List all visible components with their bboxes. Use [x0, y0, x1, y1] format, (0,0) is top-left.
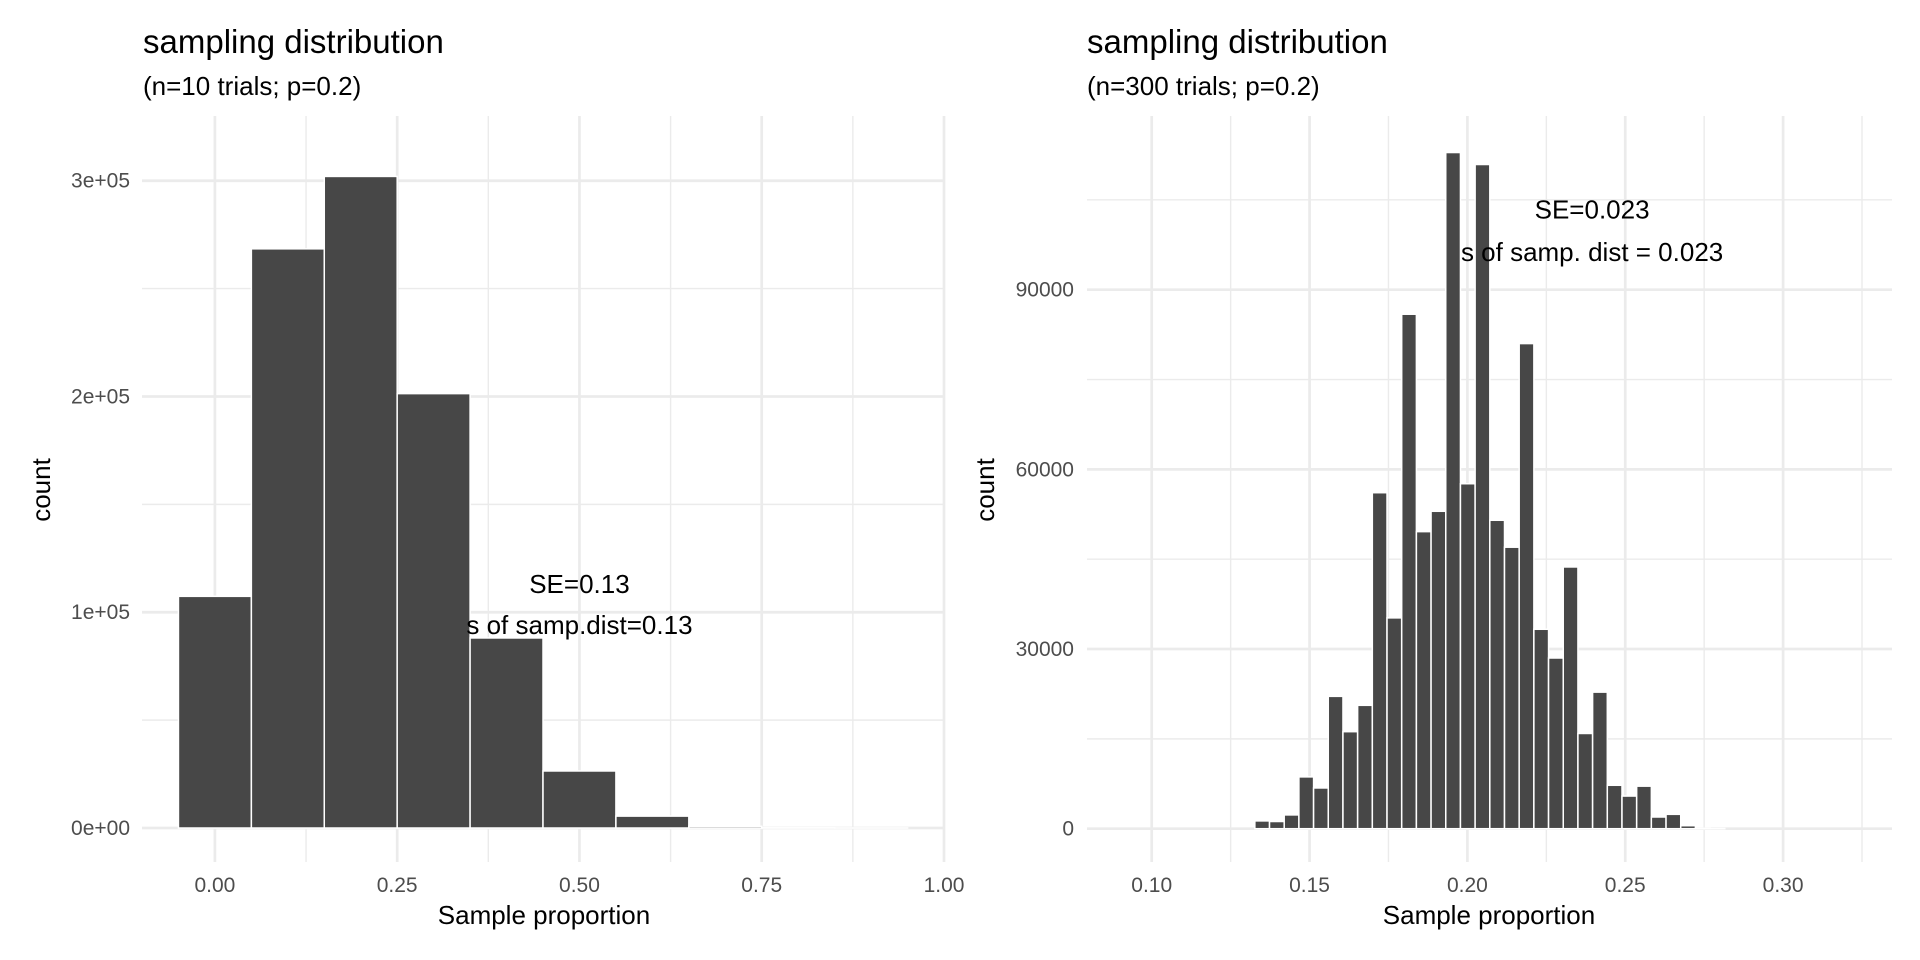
- histogram-bar: [1254, 820, 1271, 830]
- x-tick-label: 0.75: [741, 874, 782, 897]
- histogram-bar: [1489, 519, 1506, 830]
- x-tick-label: 0.00: [194, 874, 235, 897]
- x-axis-title: Sample proportion: [1383, 900, 1595, 930]
- y-tick-label: 30000: [1016, 638, 1074, 661]
- x-tick-label: 1.00: [924, 874, 965, 897]
- y-tick-label: 2e+05: [71, 385, 130, 408]
- y-axis-ticks: 0e+00 1e+05 2e+05 3e+05: [71, 170, 130, 840]
- y-axis-title: count: [26, 457, 56, 521]
- histogram-bar: [177, 595, 253, 829]
- histogram-bar: [1474, 163, 1491, 830]
- histogram-bar: [1430, 510, 1447, 830]
- x-axis-title: Sample proportion: [438, 900, 650, 930]
- histogram-bar: [1518, 342, 1535, 830]
- histogram-bar: [1312, 787, 1330, 830]
- histogram-bar: [1356, 704, 1374, 830]
- x-tick-label: 0.25: [1605, 874, 1646, 897]
- chart-title: sampling distribution: [1087, 23, 1388, 60]
- histogram-bar: [688, 825, 763, 829]
- histogram-bar: [396, 392, 471, 829]
- histogram-bar: [1298, 776, 1315, 830]
- x-axis-ticks: 0.10 0.15 0.20 0.25 0.30: [1131, 874, 1803, 897]
- histogram-bar: [1386, 617, 1403, 830]
- histogram-bar: [323, 175, 398, 829]
- histogram-bar: [1606, 784, 1623, 830]
- chart-subtitle: (n=10 trials; p=0.2): [143, 71, 361, 101]
- histogram-bar: [1400, 313, 1418, 830]
- histogram-bar: [1679, 824, 1697, 830]
- histogram-bar: [1591, 691, 1609, 830]
- histogram-bar: [1268, 820, 1285, 830]
- y-tick-label: 3e+05: [71, 170, 130, 193]
- x-tick-label: 0.15: [1289, 874, 1330, 897]
- histogram-bar: [1342, 730, 1359, 830]
- chart-title: sampling distribution: [143, 23, 444, 60]
- x-tick-label: 0.20: [1447, 874, 1488, 897]
- histogram-bar: [1635, 785, 1653, 830]
- x-axis-ticks: 0.00 0.25 0.50 0.75 1.00: [194, 874, 964, 897]
- chart-left: sampling distribution (n=10 trials; p=0.…: [26, 23, 964, 930]
- y-axis-ticks: 0 30000 60000 90000: [1016, 279, 1074, 841]
- histogram-bar: [1650, 816, 1667, 830]
- chart-subtitle: (n=300 trials; p=0.2): [1087, 71, 1320, 101]
- histogram-bar: [615, 815, 690, 829]
- histogram-bar: [1562, 566, 1579, 830]
- annotations: SE=0.023 s of samp. dist = 0.023: [1461, 194, 1723, 267]
- annotation-text: s of samp.dist=0.13: [466, 610, 692, 640]
- annotation-text: SE=0.13: [529, 569, 629, 599]
- histogram-bar: [1459, 482, 1476, 830]
- histogram-bar: [1547, 657, 1564, 830]
- histogram-bar: [1445, 151, 1462, 830]
- x-tick-label: 0.50: [559, 874, 600, 897]
- histogram-bar: [1665, 813, 1682, 830]
- histogram-bars: [177, 175, 909, 829]
- histogram-bar: [1415, 530, 1432, 830]
- histogram-bar: [1327, 695, 1344, 830]
- y-tick-label: 1e+05: [71, 601, 130, 624]
- histogram-bar: [1577, 732, 1594, 830]
- x-tick-label: 0.30: [1763, 874, 1804, 897]
- histogram-bar: [1621, 795, 1638, 830]
- histogram-bar: [1503, 546, 1520, 830]
- histogram-bar: [542, 770, 617, 829]
- histogram-bar: [1371, 491, 1388, 830]
- annotation-text: SE=0.023: [1535, 194, 1650, 224]
- histogram-bar: [1283, 814, 1300, 830]
- x-tick-label: 0.10: [1131, 874, 1172, 897]
- y-axis-title: count: [970, 457, 1000, 521]
- chart-right: sampling distribution (n=300 trials; p=0…: [970, 23, 1892, 930]
- histogram-bars: [1254, 151, 1726, 830]
- y-tick-label: 90000: [1016, 279, 1074, 302]
- histogram-bar: [469, 637, 544, 829]
- annotation-text: s of samp. dist = 0.023: [1461, 237, 1723, 267]
- y-tick-label: 60000: [1016, 458, 1074, 481]
- x-tick-label: 0.25: [377, 874, 418, 897]
- histogram-bar: [250, 248, 326, 829]
- y-tick-label: 0e+00: [71, 817, 130, 840]
- y-tick-label: 0: [1062, 818, 1074, 841]
- annotations: SE=0.13 s of samp.dist=0.13: [466, 569, 692, 640]
- histogram-bar: [1533, 628, 1550, 830]
